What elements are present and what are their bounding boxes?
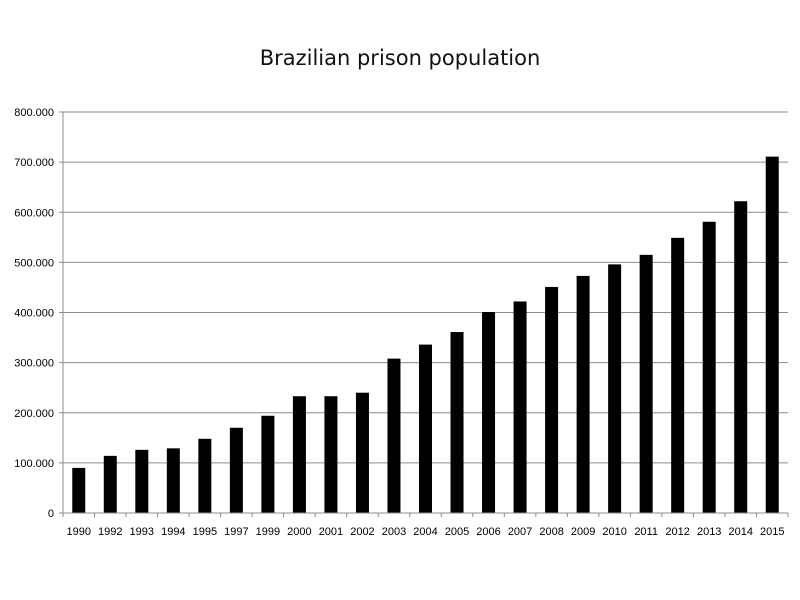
x-tick-label: 2014 [728, 526, 752, 538]
bar-2001 [324, 396, 338, 513]
y-tick-label: 400.000 [14, 308, 54, 320]
bar-2013 [702, 221, 716, 513]
bar-2007 [513, 301, 527, 513]
y-tick-label: 500.000 [14, 257, 54, 269]
x-axis-ticks: 1990 1992 1993 1994 1995 1997 1999 2000 2001 2002… [62, 513, 789, 538]
y-tick-label: 200.000 [14, 408, 54, 420]
x-tick-label: 2008 [539, 526, 563, 538]
y-tick-label: 700.000 [14, 157, 54, 169]
x-tick-label: 2003 [382, 526, 406, 538]
bar-2008 [545, 286, 559, 513]
x-tick-label: 1993 [130, 526, 154, 538]
bars [72, 156, 779, 513]
x-tick-label: 2012 [665, 526, 689, 538]
y-tick-label: 300.000 [14, 358, 54, 370]
bar-1993 [135, 449, 149, 513]
x-tick-label: 2001 [319, 526, 343, 538]
bar-2004 [419, 344, 432, 513]
y-tick-label: 600.000 [14, 207, 54, 219]
x-tick-label: 1992 [98, 526, 122, 538]
bar-1997 [229, 427, 243, 513]
bar-2003 [387, 358, 401, 513]
x-tick-label: 2005 [445, 526, 469, 538]
bar-2000 [292, 396, 306, 513]
x-tick-label: 1995 [193, 526, 217, 538]
y-tick-label: 800.000 [14, 107, 54, 119]
x-tick-label: 1994 [161, 526, 185, 538]
x-tick-label: 1997 [224, 526, 248, 538]
x-tick-label: 2013 [697, 526, 721, 538]
x-tick-label: 2002 [350, 526, 374, 538]
bar-2010 [608, 264, 622, 513]
x-tick-label: 1999 [256, 526, 280, 538]
y-tick-label: 0 [48, 508, 54, 520]
bar-1999 [261, 415, 275, 513]
x-tick-label: 1990 [67, 526, 91, 538]
bar-2009 [576, 275, 590, 513]
x-tick-label: 2006 [476, 526, 500, 538]
bar-1992 [103, 455, 117, 513]
y-tick-label: 100.000 [14, 458, 54, 470]
bar-2006 [482, 311, 496, 513]
x-tick-label: 2010 [602, 526, 626, 538]
x-tick-label: 2011 [634, 526, 658, 538]
bar-2005 [450, 332, 464, 513]
bar-1994 [166, 448, 180, 513]
bar-2015 [765, 156, 779, 513]
chart-title: Brazilian prison population [259, 46, 541, 70]
bar-2012 [671, 237, 685, 513]
bar-2014 [734, 201, 748, 513]
bar-1995 [198, 438, 212, 513]
x-tick-label: 2015 [760, 526, 784, 538]
bar-2011 [639, 254, 653, 513]
bar-2002 [355, 392, 369, 513]
x-tick-label: 2007 [508, 526, 532, 538]
y-axis-ticks: 0 100.000 200.000 300.000 400.000 500.000 600.… [14, 107, 63, 520]
bar-1990 [72, 467, 86, 513]
x-tick-label: 2000 [287, 526, 311, 538]
x-tick-label: 2009 [571, 526, 595, 538]
x-tick-label: 2004 [413, 526, 437, 538]
